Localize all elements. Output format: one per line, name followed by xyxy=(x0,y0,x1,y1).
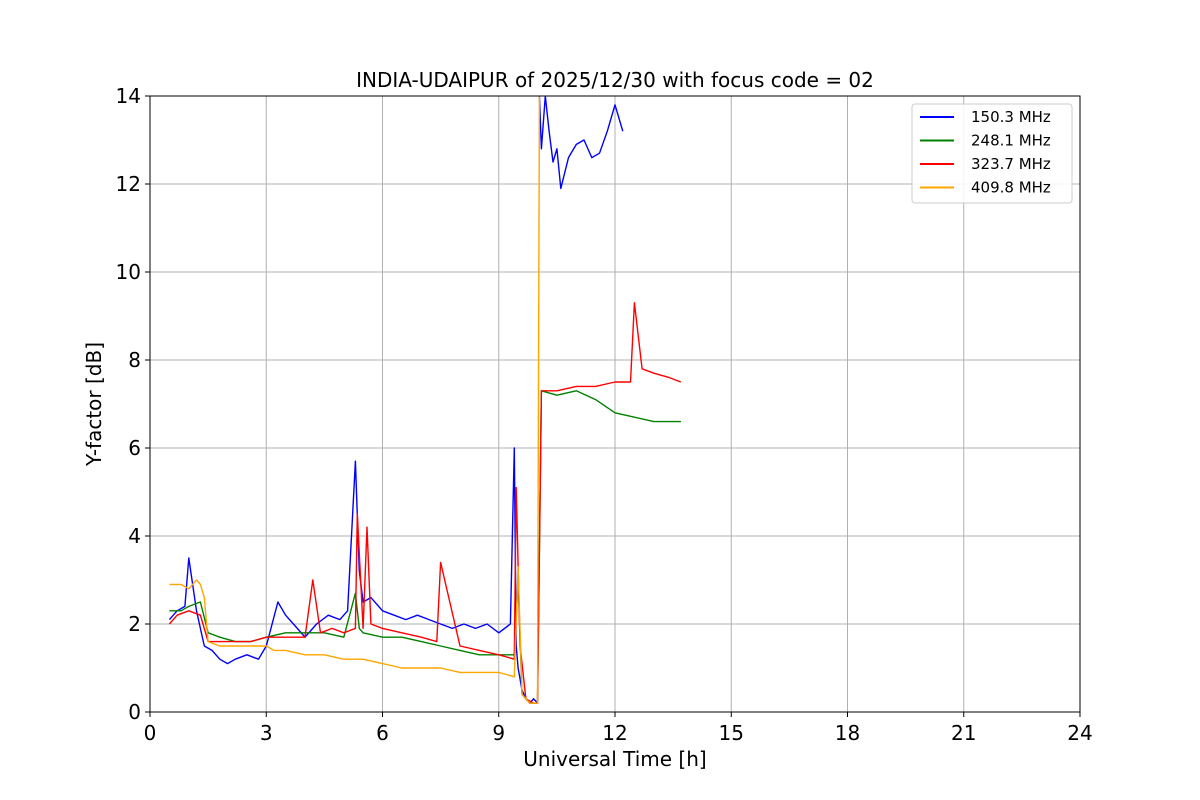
y-tick-label: 6 xyxy=(128,436,141,460)
y-axis-ticks: 0 2 4 6 8 10 12 14 xyxy=(116,84,150,724)
legend: 150.3 MHz 248.1 MHz 323.7 MHz 409.8 MHz xyxy=(911,103,1073,204)
y-tick-label: 2 xyxy=(128,612,141,636)
legend-label: 248.1 MHz xyxy=(971,132,1051,150)
y-tick-label: 12 xyxy=(116,172,141,196)
series-line-409-8-mhz xyxy=(169,96,541,704)
legend-label: 409.8 MHz xyxy=(971,179,1051,197)
x-tick-label: 24 xyxy=(1067,721,1092,745)
x-tick-label: 12 xyxy=(602,721,627,745)
series-lines xyxy=(168,96,682,704)
x-axis-ticks: 0 3 6 9 12 15 18 21 24 xyxy=(144,712,1093,745)
series-line-323-7-mhz xyxy=(168,302,682,704)
legend-box xyxy=(911,103,1073,204)
y-tick-label: 0 xyxy=(128,700,141,724)
series-line-150-3-mhz xyxy=(538,96,624,190)
x-tick-label: 3 xyxy=(260,721,273,745)
y-tick-label: 14 xyxy=(116,84,141,108)
chart-title: INDIA-UDAIPUR of 2025/12/30 with focus c… xyxy=(356,68,874,92)
x-axis-label: Universal Time [h] xyxy=(523,747,706,771)
y-axis-label: Y-factor [dB] xyxy=(82,342,106,467)
y-tick-label: 8 xyxy=(128,348,141,372)
series-line-150-3-mhz xyxy=(168,447,539,704)
y-tick-label: 10 xyxy=(116,260,141,284)
series-line-248-1-mhz xyxy=(169,390,681,704)
x-tick-label: 0 xyxy=(144,721,157,745)
x-tick-label: 15 xyxy=(719,721,744,745)
x-tick-label: 9 xyxy=(492,721,505,745)
legend-label: 323.7 MHz xyxy=(971,155,1051,173)
x-tick-label: 6 xyxy=(376,721,389,745)
x-tick-label: 18 xyxy=(835,721,860,745)
y-tick-label: 4 xyxy=(128,524,141,548)
legend-label: 150.3 MHz xyxy=(971,108,1051,126)
x-tick-label: 21 xyxy=(951,721,976,745)
